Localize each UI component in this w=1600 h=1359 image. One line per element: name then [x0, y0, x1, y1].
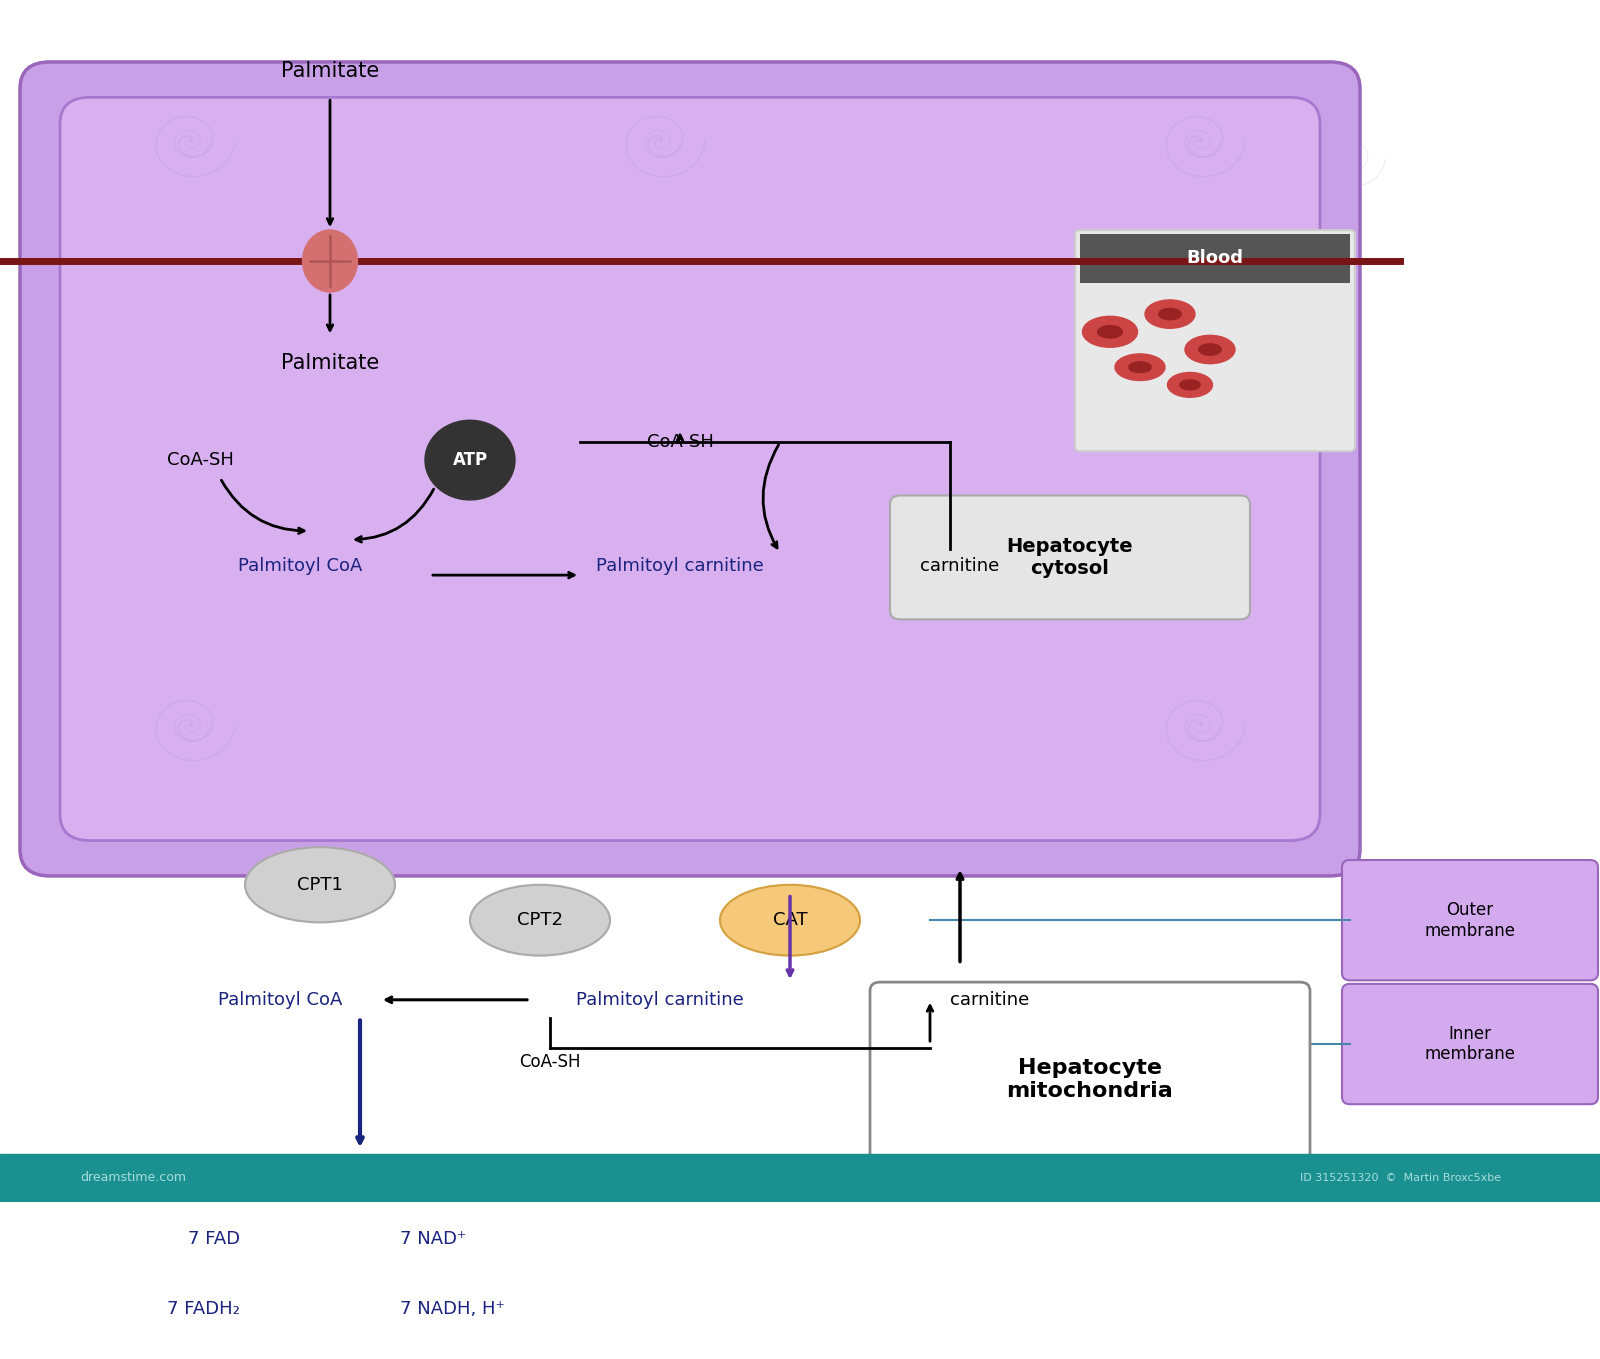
Ellipse shape — [1158, 308, 1181, 319]
Text: carnitine: carnitine — [920, 557, 1000, 575]
Text: CAT: CAT — [773, 911, 808, 930]
Text: CPT1: CPT1 — [298, 875, 342, 894]
Ellipse shape — [1186, 336, 1235, 364]
FancyBboxPatch shape — [890, 496, 1250, 620]
Text: Palmitoyl CoA: Palmitoyl CoA — [218, 991, 342, 1008]
Text: Palmitoyl carnitine: Palmitoyl carnitine — [576, 991, 744, 1008]
Text: 7 NADH, H⁺: 7 NADH, H⁺ — [400, 1301, 506, 1318]
Ellipse shape — [1168, 372, 1213, 397]
Text: Inner
membrane: Inner membrane — [1424, 1025, 1515, 1064]
Text: 7 FADH₂: 7 FADH₂ — [166, 1301, 240, 1318]
Text: Palmitoyl CoA: Palmitoyl CoA — [238, 557, 362, 575]
Text: ID 315251320  ©  Martin Broxc5xbe: ID 315251320 © Martin Broxc5xbe — [1299, 1173, 1501, 1182]
Ellipse shape — [1198, 344, 1221, 355]
FancyBboxPatch shape — [870, 983, 1310, 1177]
Ellipse shape — [470, 885, 610, 955]
Text: CoA-SH: CoA-SH — [646, 434, 714, 451]
Ellipse shape — [1098, 326, 1122, 338]
Ellipse shape — [1128, 361, 1152, 372]
Text: ATP: ATP — [453, 451, 488, 469]
Ellipse shape — [1115, 353, 1165, 381]
Text: Hepatocyte
mitochondria: Hepatocyte mitochondria — [1006, 1057, 1173, 1101]
Text: Outer
membrane: Outer membrane — [1424, 901, 1515, 939]
FancyBboxPatch shape — [1342, 860, 1598, 980]
Ellipse shape — [245, 847, 395, 923]
Text: Blood: Blood — [1187, 249, 1243, 268]
Text: CoA-SH: CoA-SH — [520, 1053, 581, 1071]
Ellipse shape — [302, 230, 357, 292]
Circle shape — [426, 420, 515, 500]
Text: Palmitate: Palmitate — [282, 61, 379, 80]
Ellipse shape — [1083, 317, 1138, 348]
FancyBboxPatch shape — [1075, 230, 1355, 451]
Text: Hepatocyte
cytosol: Hepatocyte cytosol — [1006, 537, 1133, 578]
Text: carnitine: carnitine — [950, 991, 1029, 1008]
FancyBboxPatch shape — [19, 63, 1360, 877]
Ellipse shape — [720, 885, 861, 955]
Text: Palmitoyl carnitine: Palmitoyl carnitine — [597, 557, 763, 575]
Text: CoA-SH: CoA-SH — [166, 451, 234, 469]
Text: 7 FAD: 7 FAD — [187, 1230, 240, 1248]
Bar — [0, 1154, 1600, 1203]
Bar — [1080, 235, 1350, 283]
Text: CPT2: CPT2 — [517, 911, 563, 930]
Ellipse shape — [1179, 381, 1200, 390]
FancyBboxPatch shape — [61, 98, 1320, 841]
Text: 7 NAD⁺: 7 NAD⁺ — [400, 1230, 466, 1248]
Text: dreamstime.com: dreamstime.com — [80, 1171, 186, 1184]
Text: Palmitate: Palmitate — [282, 353, 379, 372]
FancyBboxPatch shape — [1342, 984, 1598, 1105]
Ellipse shape — [1146, 300, 1195, 329]
